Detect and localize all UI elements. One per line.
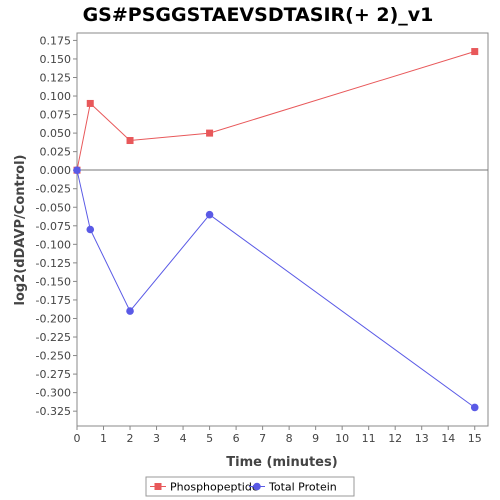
series-layer	[73, 48, 479, 412]
data-point-phosphopeptide	[471, 48, 479, 56]
y-tick-label: -0.275	[36, 368, 71, 381]
x-tick-label: 6	[233, 432, 240, 445]
data-point-total-protein	[470, 403, 479, 412]
y-tick-label: 0.075	[40, 109, 72, 122]
y-axis-label: log2(dDAVP/Control)	[13, 155, 28, 306]
x-tick-label: 10	[335, 432, 349, 445]
y-tick-label: -0.300	[36, 387, 71, 400]
x-tick-label: 2	[127, 432, 134, 445]
y-tick-label: -0.325	[36, 405, 71, 418]
x-tick-label: 1	[100, 432, 107, 445]
y-tick-label: -0.050	[36, 201, 71, 214]
y-tick-label: 0.100	[40, 90, 72, 103]
legend-marker-total-protein	[253, 482, 261, 491]
data-point-phosphopeptide	[206, 129, 214, 137]
plot-area	[76, 32, 489, 427]
x-tick-label: 9	[312, 432, 319, 445]
y-tick-label: -0.200	[36, 312, 71, 325]
x-tick-label: 13	[415, 432, 429, 445]
y-tick-label: 0.125	[40, 71, 72, 84]
legend: Phosphopeptide Total Protein	[145, 476, 355, 497]
data-point-phosphopeptide	[126, 137, 134, 145]
y-tick-label: -0.075	[36, 220, 71, 233]
x-tick-label: 12	[388, 432, 402, 445]
y-axis-ticks: 0.175 0.150 0.125 0.100 0.075 0.050 0.025 0.000…	[36, 34, 77, 418]
x-axis-ticks: 0 1 2 3 4 5 6 7 8 9 10 11 12 13 14 15	[74, 426, 482, 445]
y-tick-label: 0.050	[40, 127, 72, 140]
legend-marker-phosphopeptide	[154, 483, 162, 490]
data-point-total-protein	[86, 225, 95, 234]
y-tick-label: -0.175	[36, 294, 71, 307]
x-axis-label: Time (minutes)	[226, 455, 337, 470]
x-tick-label: 15	[468, 432, 482, 445]
data-point-total-protein	[205, 210, 214, 219]
legend-label-phosphopeptide: Phosphopeptide	[170, 481, 259, 494]
y-tick-label: -0.250	[36, 350, 71, 363]
y-tick-label: -0.025	[36, 183, 71, 196]
x-tick-label: 8	[286, 432, 293, 445]
x-tick-label: 0	[74, 432, 81, 445]
data-point-phosphopeptide	[86, 99, 94, 107]
y-tick-label: 0.150	[40, 53, 72, 66]
y-tick-label: -0.225	[36, 331, 71, 344]
x-tick-label: 7	[259, 432, 266, 445]
y-tick-label: -0.125	[36, 257, 71, 270]
x-tick-label: 4	[180, 432, 187, 445]
data-point-total-protein	[126, 307, 134, 315]
y-tick-label: 0.175	[40, 34, 72, 47]
chart-title: GS#PSGGSTAEVSDTASIR(+ 2)_v1	[83, 4, 434, 26]
y-tick-label: 0.025	[40, 146, 72, 159]
y-tick-label: -0.150	[36, 275, 71, 288]
legend-label-total-protein: Total Protein	[268, 481, 337, 494]
y-tick-label: -0.100	[36, 238, 71, 251]
x-tick-label: 14	[441, 432, 455, 445]
x-tick-label: 3	[153, 432, 160, 445]
y-tick-label: 0.000	[40, 164, 72, 177]
data-point-total-protein	[73, 166, 81, 174]
x-tick-label: 11	[362, 432, 376, 445]
x-tick-label: 5	[206, 432, 213, 445]
